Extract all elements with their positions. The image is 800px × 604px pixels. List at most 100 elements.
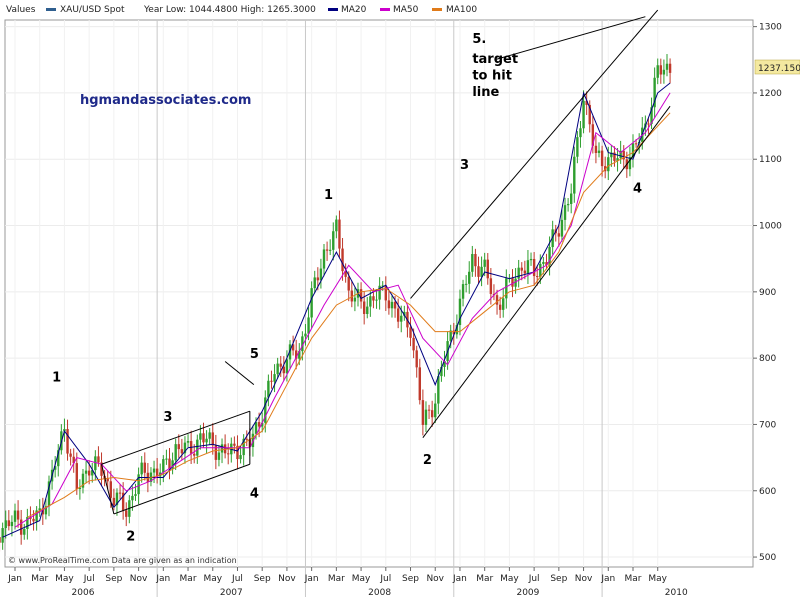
x-tick-label: Jul	[83, 574, 95, 584]
candle-body	[72, 456, 75, 464]
candle-body	[211, 432, 214, 446]
candle-body	[220, 444, 224, 453]
candle-body	[155, 468, 159, 477]
candle-body	[474, 254, 477, 267]
candle-body	[165, 458, 168, 460]
candle-body	[634, 143, 638, 145]
candle-body	[245, 438, 248, 440]
x-tick-label: May	[500, 574, 519, 584]
wave-label: line	[472, 85, 499, 100]
x-tick-label: Jan	[452, 574, 467, 584]
candle-body	[125, 510, 128, 517]
candle-body	[375, 299, 378, 301]
candle-body	[486, 259, 489, 279]
candle-body	[570, 193, 573, 204]
candle-body	[607, 157, 610, 172]
x-tick-label: May	[352, 574, 371, 584]
x-tick-label: Sep	[105, 574, 122, 584]
wave-label: 3	[163, 410, 172, 425]
candle-body	[143, 462, 146, 473]
candle-body	[115, 492, 119, 506]
candle-body	[0, 537, 1, 543]
candle-body	[396, 308, 400, 322]
x-tick-label: Nov	[575, 574, 593, 584]
candle-body	[335, 219, 338, 232]
legend-series-label: XAU/USD Spot	[60, 5, 125, 15]
arrow-target	[494, 16, 646, 61]
ma-line-ma50	[14, 92, 671, 528]
y-tick-label: 900	[759, 288, 776, 298]
candle-body	[359, 289, 363, 302]
candle-body	[4, 520, 7, 529]
candle-body	[483, 259, 486, 267]
year-label: 2009	[516, 588, 539, 598]
candle-body	[196, 439, 199, 456]
trendline-connector	[101, 464, 115, 515]
candle-body	[610, 152, 613, 158]
candle-body	[424, 409, 428, 425]
year-label: 2006	[72, 588, 95, 598]
year-label: 2010	[665, 588, 688, 598]
candle-body	[427, 409, 431, 411]
candle-body	[97, 456, 100, 463]
candle-body	[520, 267, 523, 271]
legend-ma100-label: MA100	[446, 5, 477, 15]
candle-body	[310, 288, 313, 318]
candle-body	[582, 100, 585, 129]
wave-label: to hit	[472, 69, 512, 84]
candle-body	[19, 519, 23, 535]
trendline	[101, 410, 251, 465]
candle-body	[434, 403, 437, 418]
candle-body	[381, 285, 384, 287]
candle-body	[659, 65, 663, 75]
y-tick-label: 600	[759, 487, 776, 497]
candle-body	[502, 298, 505, 310]
candle-body	[505, 278, 508, 299]
candle-body	[409, 327, 412, 338]
candle-body	[588, 104, 591, 125]
trendline	[113, 463, 251, 515]
x-tick-label: Jan	[155, 574, 170, 584]
y-tick-label: 800	[759, 354, 776, 364]
x-tick-label: Sep	[254, 574, 271, 584]
wave-label: 4	[633, 181, 642, 196]
wave-label: 4	[250, 486, 259, 501]
candle-body	[579, 128, 582, 138]
candle-body	[443, 361, 446, 367]
x-tick-label: Jan	[600, 574, 615, 584]
candle-body	[38, 508, 41, 511]
x-tick-label: May	[203, 574, 222, 584]
price-badge-bg	[754, 59, 800, 75]
candle-body	[13, 510, 17, 522]
candle-body	[372, 296, 375, 301]
candle-body	[239, 455, 242, 460]
candle-body	[341, 248, 344, 272]
candle-body	[1, 528, 4, 543]
candle-body	[619, 150, 622, 159]
legend-ma20-label: MA20	[341, 5, 367, 15]
legend-values-label: Values	[6, 5, 36, 15]
candle-body	[35, 510, 38, 522]
x-tick-label: Jul	[379, 574, 391, 584]
wave-label: 2	[126, 529, 135, 544]
x-tick-label: Mar	[180, 574, 197, 584]
candle-body	[464, 283, 468, 285]
candle-body	[622, 150, 625, 160]
candle-body	[279, 363, 282, 367]
candle-body	[347, 276, 350, 291]
x-tick-label: Nov	[130, 574, 148, 584]
candle-body	[384, 285, 387, 301]
candle-body	[594, 145, 598, 153]
y-tick-label: 1100	[759, 155, 782, 165]
candle-body	[53, 466, 57, 470]
candle-body	[613, 152, 616, 161]
x-tick-label: Mar	[328, 574, 345, 584]
x-axis: Jan Mar May Jul Sep Nov Jan Mar May Jul Sep Nov Jan M…	[7, 567, 688, 598]
candle-body	[489, 278, 493, 294]
wave-label: 5	[250, 347, 259, 362]
candle-body	[668, 63, 672, 73]
candle-body	[653, 77, 656, 108]
candle-body	[591, 124, 595, 146]
candle-body	[81, 473, 85, 488]
candle-body	[298, 351, 301, 359]
